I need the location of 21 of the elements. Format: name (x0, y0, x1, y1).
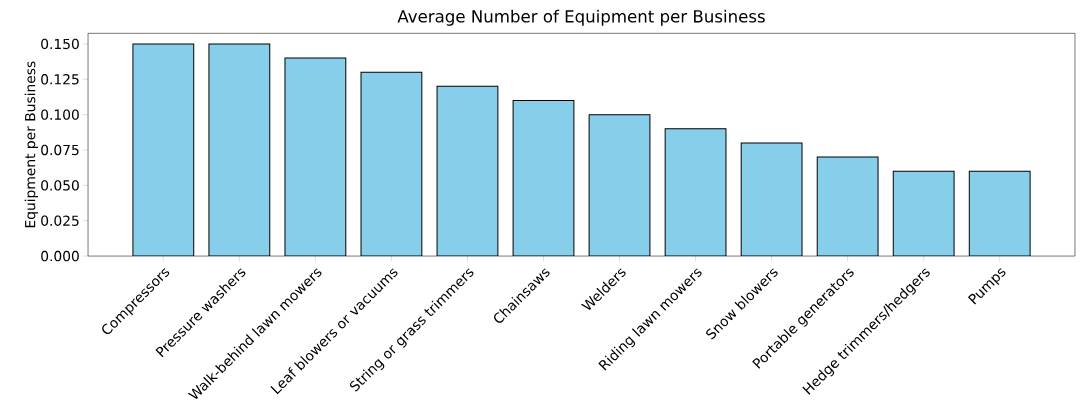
y-axis-title: Equipment per Business (24, 61, 39, 228)
bar (589, 114, 650, 257)
bar (284, 58, 346, 257)
bar (132, 44, 194, 257)
bar (893, 171, 955, 257)
bar (968, 170, 1031, 257)
y-tick-label: 0.100 (41, 109, 79, 120)
y-tick-label: 0.050 (41, 180, 79, 191)
bar (437, 86, 498, 257)
bar (665, 128, 726, 257)
y-tick-label: 0.000 (41, 250, 79, 262)
bar (741, 143, 803, 257)
bar (513, 100, 574, 257)
bar (208, 44, 270, 257)
y-tick-label: 0.025 (41, 215, 79, 227)
y-tick-label: 0.075 (41, 144, 79, 156)
bar (817, 157, 879, 257)
bar (361, 72, 422, 257)
chart-title: Average Number of Equipment per Business (397, 9, 765, 26)
y-tick-label: 0.125 (41, 74, 79, 85)
y-tick-label: 0.150 (41, 38, 79, 50)
